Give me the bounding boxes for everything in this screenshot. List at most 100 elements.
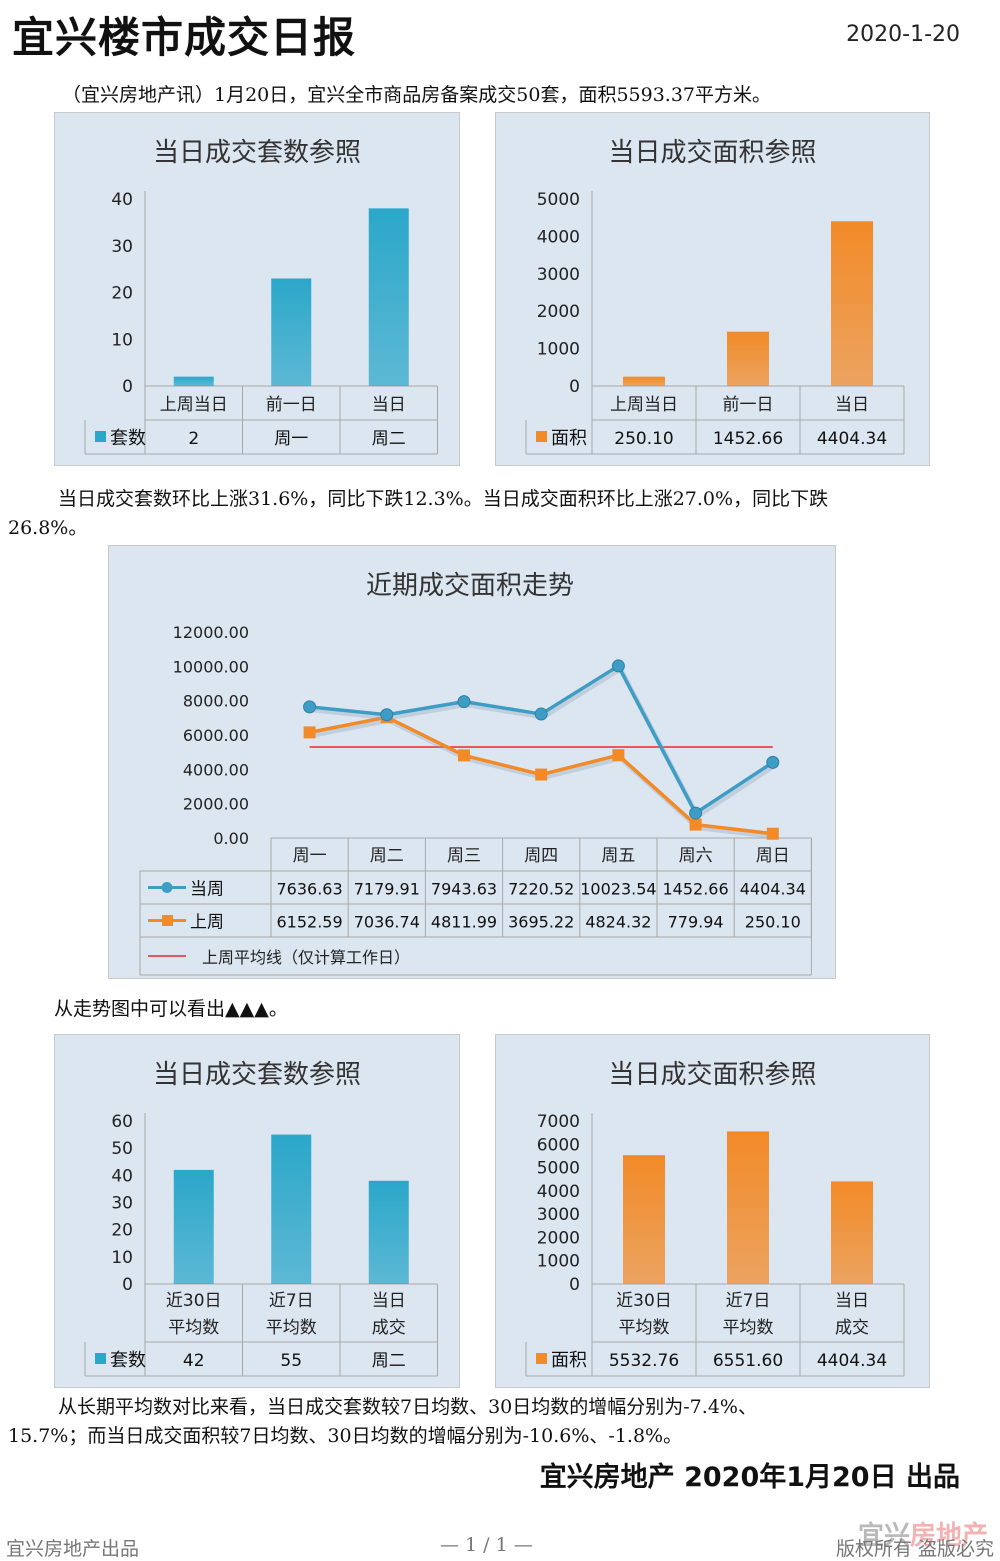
- y-tick-label: 40: [111, 1166, 133, 1186]
- data-label: 7943.63: [431, 880, 497, 899]
- units-average-chart-panel: 当日成交套数参照 60 50 40 30 20 10 0 近30日 平均数 42 近7日 平均数 55 当日…: [54, 1034, 460, 1388]
- legend-label: 套数: [110, 1350, 146, 1371]
- x-category-label: 近30日: [166, 1291, 222, 1311]
- y-tick-label: 6000.00: [183, 726, 249, 745]
- y-tick-label: 1000: [537, 1252, 580, 1272]
- bar-3: [368, 1180, 409, 1284]
- point-marker: [303, 700, 317, 714]
- y-tick-label: 20: [111, 284, 133, 304]
- y-tick-label: 20: [111, 1221, 133, 1241]
- intro-paragraph: （宜兴房地产讯）1月20日，宜兴全市商品房备案成交50套，面积5593.37平方…: [62, 84, 772, 106]
- y-tick-label: 50: [111, 1139, 133, 1159]
- area-trend-chart: 近期成交面积走势 12000.00 10000.00 8000.00 6000.00 40…: [139, 571, 812, 976]
- y-tick-label: 10000.00: [173, 657, 249, 676]
- point-marker: [612, 749, 625, 762]
- table-value: 周二: [372, 429, 406, 449]
- y-tick-label: 2000: [537, 1228, 580, 1248]
- x-category-label: 当日: [835, 395, 869, 415]
- bar-3: [831, 1181, 873, 1284]
- data-label: 6152.59: [277, 913, 343, 932]
- point-marker: [535, 768, 548, 781]
- data-label: 3695.22: [508, 913, 574, 932]
- table-value: 6551.60: [713, 1351, 783, 1371]
- footer-right: 版权所有 盗版必究: [835, 1538, 994, 1560]
- legend-label: 上周: [190, 913, 224, 933]
- y-tick-label: 40: [111, 190, 133, 210]
- x-category-label: 成交: [372, 1318, 406, 1338]
- bar-1: [173, 376, 214, 386]
- report-date: 2020-1-20: [846, 22, 960, 47]
- legend-label: 面积: [551, 1350, 587, 1371]
- long-term-paragraph-line2: 15.7%；而当日成交面积较7日均数、30日均数的增幅分别为-10.6%、-1.…: [8, 1425, 683, 1447]
- y-tick-label: 4000.00: [183, 760, 249, 779]
- point-marker: [766, 755, 780, 769]
- y-tick-label: 12000.00: [173, 623, 249, 642]
- y-tick-label: 10: [111, 1248, 133, 1268]
- trend-note: 从走势图中可以看出▲▲▲。: [54, 998, 288, 1020]
- table-value: 2: [188, 429, 199, 449]
- y-tick-label: 10: [111, 330, 133, 350]
- x-category-label: 成交: [835, 1318, 869, 1338]
- data-label: 10023.54: [580, 880, 656, 899]
- legend-label: 套数: [110, 428, 146, 449]
- table-value: 周二: [372, 1351, 406, 1371]
- point-marker: [457, 695, 471, 709]
- table-value: 周一: [274, 429, 308, 449]
- series-line-1: [309, 664, 774, 815]
- data-label: 779.94: [668, 913, 724, 932]
- y-tick-label: 5000: [537, 190, 580, 210]
- x-category-label: 周日: [756, 846, 790, 866]
- y-tick-label: 4000: [537, 1182, 580, 1202]
- bar-2: [271, 278, 312, 386]
- y-tick-label: 2000.00: [183, 795, 249, 814]
- data-label: 7179.91: [354, 880, 420, 899]
- bar-3: [831, 221, 873, 386]
- table-value: 250.10: [614, 429, 673, 449]
- data-label: 1452.66: [663, 880, 729, 899]
- chart-title: 近期成交面积走势: [366, 571, 574, 601]
- x-category-label: 上周当日: [610, 395, 678, 415]
- bar-2: [271, 1134, 312, 1284]
- x-category-label: 平均数: [266, 1318, 317, 1338]
- y-tick-label: 30: [111, 1194, 133, 1214]
- bar-2: [727, 1131, 769, 1284]
- x-category-label: 平均数: [723, 1318, 774, 1338]
- y-tick-label: 3000: [537, 265, 580, 285]
- data-label: 4824.32: [585, 913, 651, 932]
- data-label: 7636.63: [277, 880, 343, 899]
- table-value: 1452.66: [713, 429, 783, 449]
- area-daily-chart-panel: 当日成交面积参照 5000 4000 3000 2000 1000 0 上周当日 250.10 前…: [495, 112, 930, 466]
- page-number: — 1 / 1 —: [440, 1534, 533, 1556]
- x-category-label: 前一日: [723, 395, 774, 415]
- data-label: 7220.52: [508, 880, 574, 899]
- table-value: 42: [183, 1351, 205, 1371]
- data-label: 7036.74: [354, 913, 420, 932]
- units-daily-chart-panel: 当日成交套数参照 40 30 20 10 0 上周当日 2 前一日 周一 当日 周二 套数: [54, 112, 460, 466]
- y-tick-label: 1000: [537, 340, 580, 360]
- x-category-label: 前一日: [266, 395, 317, 415]
- x-category-label: 近7日: [269, 1291, 314, 1311]
- legend-label: 当周: [190, 880, 224, 900]
- legend-marker: [161, 882, 173, 893]
- legend-swatch: [95, 1353, 106, 1364]
- x-category-label: 当日: [835, 1291, 869, 1311]
- reference-legend-label: 上周平均线（仅计算工作日）: [202, 948, 410, 967]
- x-category-label: 当日: [372, 395, 406, 415]
- watermark-logo: 宜兴房地产: [857, 1521, 988, 1551]
- point-marker: [380, 708, 394, 722]
- x-category-label: 近7日: [726, 1291, 771, 1311]
- x-category-label: 周三: [447, 846, 481, 866]
- point-marker: [689, 818, 702, 831]
- x-category-label: 平均数: [619, 1318, 670, 1338]
- bar-1: [173, 1169, 214, 1284]
- x-category-label: 平均数: [168, 1318, 219, 1338]
- y-tick-label: 2000: [537, 302, 580, 322]
- bar-1: [623, 1155, 665, 1284]
- chart-title: 当日成交面积参照: [608, 138, 816, 168]
- footer-left: 宜兴房地产出品: [6, 1538, 140, 1560]
- y-tick-label: 60: [111, 1112, 133, 1132]
- legend-swatch: [95, 431, 106, 442]
- chart-title: 当日成交套数参照: [153, 138, 361, 168]
